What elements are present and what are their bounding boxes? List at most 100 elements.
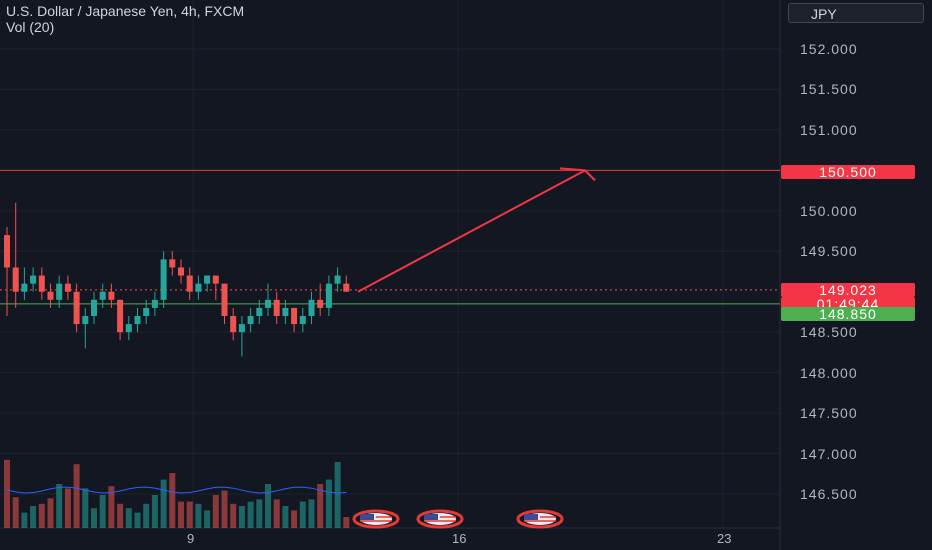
- volume-bar: [143, 503, 150, 528]
- price-axis-tick: 152.000: [800, 41, 858, 57]
- volume-bar: [134, 512, 141, 528]
- volume-bar: [82, 488, 89, 528]
- price-axis-tick: 147.000: [800, 445, 858, 462]
- candle-body: [151, 299, 158, 308]
- volume-bar: [99, 495, 106, 528]
- candle-body: [291, 307, 298, 325]
- candle-body: [169, 259, 176, 268]
- volume-bar: [230, 503, 237, 528]
- candle-body: [230, 316, 237, 333]
- price-axis-tick: 148.500: [800, 324, 858, 341]
- price-axis-tick: 151.000: [800, 121, 858, 138]
- candle-body: [334, 275, 341, 284]
- support-price-label: 148.850: [781, 307, 915, 321]
- candle-body: [195, 283, 202, 292]
- candle-body: [247, 316, 254, 325]
- candle-body: [143, 307, 150, 316]
- candle-body: [73, 291, 80, 325]
- candle-body: [134, 316, 141, 325]
- volume-indicator-label: Vol (20): [6, 19, 55, 35]
- projection-arrow: [357, 169, 586, 293]
- volume-bar: [47, 498, 54, 528]
- candle-body: [282, 307, 289, 316]
- candle-body: [204, 275, 211, 284]
- volume-bar: [291, 510, 298, 528]
- candle-body: [221, 283, 228, 316]
- volume-bar: [334, 462, 341, 528]
- candle-body: [317, 299, 324, 308]
- candle-body: [265, 299, 271, 308]
- candle-body: [21, 283, 28, 292]
- volume-bar: [38, 503, 45, 528]
- volume-bar: [195, 503, 202, 528]
- volume-bar: [212, 495, 219, 528]
- volume-bar: [56, 484, 63, 528]
- volume-bar: [64, 488, 71, 528]
- volume-bar: [4, 459, 10, 528]
- us-flag-event-icon[interactable]: [416, 509, 464, 529]
- price-axis-tick: 148.000: [800, 364, 858, 381]
- us-flag-event-icon[interactable]: [516, 509, 564, 529]
- volume-ma-line: [6, 486, 347, 494]
- projection-arrowhead: [559, 167, 596, 182]
- volume-bar: [169, 473, 176, 528]
- volume-bar: [12, 497, 19, 528]
- current-price-label: 149.023: [781, 283, 915, 297]
- volume-bar: [108, 486, 115, 528]
- candle-body: [186, 275, 193, 292]
- target-price-label: 150.500: [781, 165, 915, 179]
- candle-body: [47, 291, 54, 300]
- candle-body: [91, 299, 97, 316]
- volume-bar: [91, 508, 97, 528]
- candle-body: [38, 275, 45, 292]
- volume-bar: [151, 495, 158, 528]
- price-axis-tick: 147.500: [800, 405, 858, 422]
- candle-body: [117, 299, 124, 333]
- volume-bar: [73, 464, 80, 528]
- us-flag-event-icon[interactable]: [352, 509, 400, 529]
- candle-body: [343, 283, 350, 292]
- volume-bar: [282, 506, 289, 528]
- candle-body: [238, 324, 245, 333]
- time-axis-tick: 16: [452, 531, 467, 546]
- chart-header: U.S. Dollar / Japanese Yen, 4h, FXCM Vol…: [6, 3, 244, 35]
- volume-bar: [308, 499, 315, 528]
- candle-body: [56, 283, 63, 300]
- candle-body: [30, 275, 37, 284]
- candle-body: [299, 316, 306, 325]
- volume-bar: [221, 490, 228, 528]
- price-axis-tick: 150.000: [800, 202, 858, 219]
- volume-bar: [247, 501, 254, 528]
- candle-body: [273, 299, 280, 316]
- candle-body: [108, 291, 115, 300]
- volume-bar: [178, 501, 184, 528]
- volume-bar: [125, 508, 132, 528]
- price-axis-tick: 146.500: [800, 486, 858, 502]
- volume-bar: [30, 506, 37, 528]
- chart-title: U.S. Dollar / Japanese Yen, 4h, FXCM: [6, 3, 245, 19]
- volume-bar: [186, 501, 193, 528]
- candle-body: [308, 299, 315, 316]
- candle-body: [12, 267, 19, 292]
- candle-body: [256, 307, 263, 316]
- time-axis-tick: 9: [187, 531, 195, 546]
- price-axis-tick: 151.500: [800, 81, 858, 98]
- volume-bar: [117, 503, 124, 528]
- candle-body: [325, 283, 332, 308]
- volume-bar: [299, 501, 306, 528]
- price-axis-tick: 149.500: [800, 243, 858, 260]
- volume-bar: [238, 506, 245, 528]
- currency-button[interactable]: JPY: [788, 3, 924, 23]
- candle-body: [64, 283, 71, 292]
- candle-body: [125, 324, 132, 333]
- candle-body: [82, 316, 89, 325]
- volume-bar: [273, 499, 280, 528]
- volume-bar: [204, 510, 211, 528]
- volume-bar: [343, 517, 350, 528]
- volume-bar: [265, 484, 271, 528]
- volume-bar: [21, 512, 28, 528]
- candle-body: [99, 291, 106, 300]
- time-axis-tick: 23: [717, 531, 732, 546]
- candle-body: [178, 267, 184, 276]
